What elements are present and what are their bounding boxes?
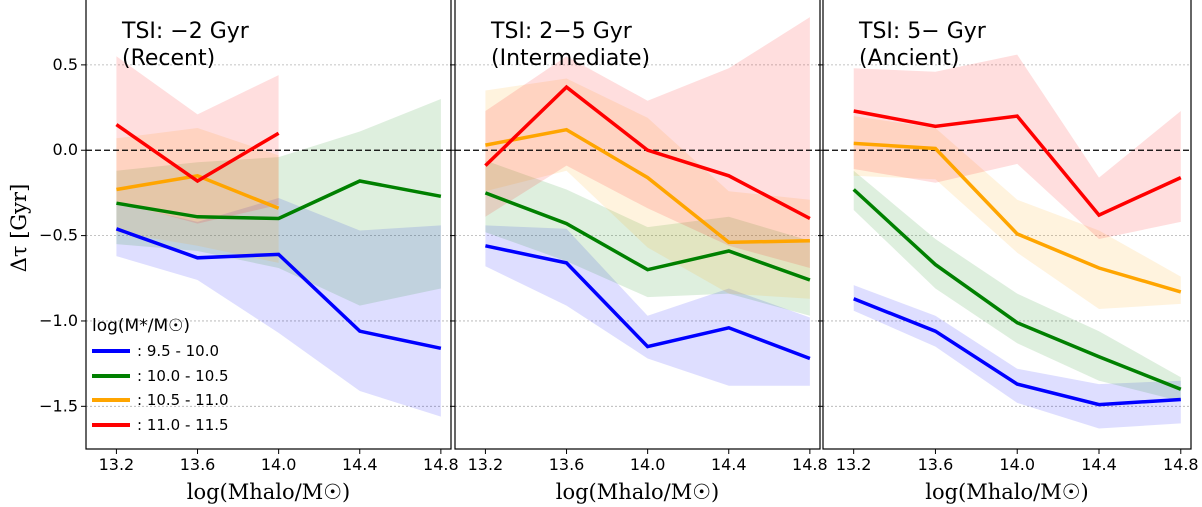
panel-frame xyxy=(454,0,821,450)
panel-1: 13.2 13.6 14.0 14.4 14.8 −1.5 −1.0 −0.5 0.0 0.5 TS… xyxy=(39,0,459,504)
x-tick-label: 14.4 xyxy=(342,455,378,474)
plot-area xyxy=(455,17,820,386)
legend-entry: : 10.0 - 10.5 xyxy=(92,367,229,385)
x-tick-label: 14.8 xyxy=(1163,455,1199,474)
panel-title-line2: (Ancient) xyxy=(859,46,959,71)
y-tick-label: 0.5 xyxy=(53,55,78,74)
series-band xyxy=(116,198,441,417)
x-axis-label: log(Mhalo/M☉) xyxy=(187,480,351,504)
legend-label: : 10.0 - 10.5 xyxy=(137,367,229,385)
legend: log(M*/M☉) : 9.5 - 10.0 : 10.0 - 10.5 : … xyxy=(92,316,229,434)
y-tick-label: −1.5 xyxy=(39,396,78,415)
x-tick-label: 14.8 xyxy=(792,455,828,474)
panel-title-line2: (Recent) xyxy=(122,46,215,71)
series-line xyxy=(485,127,810,245)
series-band xyxy=(853,170,1181,402)
legend-entry: : 10.5 - 11.0 xyxy=(92,391,229,409)
x-tick-label: 14.8 xyxy=(423,455,459,474)
plot-area xyxy=(86,56,451,417)
legend-label: : 10.5 - 11.0 xyxy=(137,391,229,409)
series-band xyxy=(853,285,1181,429)
legend-entry: : 11.0 - 11.5 xyxy=(92,416,229,434)
series-line xyxy=(485,244,811,361)
legend-title: log(M*/M☉) xyxy=(92,316,190,336)
panel-3: 13.2 13.6 14.0 14.4 14.8 TSI: 5− Gyr(Ancient)… xyxy=(818,0,1199,504)
plot-area xyxy=(823,54,1191,429)
y-tick-label: −0.5 xyxy=(39,226,78,245)
x-tick-label: 13.6 xyxy=(180,455,216,474)
series-band xyxy=(853,116,1181,309)
panel-frame xyxy=(85,0,452,450)
series-band xyxy=(485,225,810,386)
legend-label: : 11.0 - 11.5 xyxy=(137,416,229,434)
panel-title-line2: (Intermediate) xyxy=(491,46,650,71)
x-tick-label: 14.4 xyxy=(1081,455,1117,474)
x-tick-label: 14.0 xyxy=(999,455,1035,474)
x-tick-label: 14.4 xyxy=(711,455,747,474)
series-line xyxy=(116,179,442,221)
panel-frame xyxy=(822,0,1192,450)
series-line xyxy=(852,188,1182,391)
series-band xyxy=(116,128,279,263)
y-tick-label: 0.0 xyxy=(53,140,78,159)
series-line xyxy=(484,84,811,221)
x-tick-label: 13.2 xyxy=(468,455,504,474)
legend-label: : 9.5 - 10.0 xyxy=(137,342,219,360)
series-line xyxy=(484,191,811,282)
series-line xyxy=(116,173,280,210)
series-line xyxy=(115,123,280,184)
x-tick-label: 13.6 xyxy=(549,455,585,474)
series-line xyxy=(115,227,442,351)
x-axis-label: log(Mhalo/M☉) xyxy=(925,480,1089,504)
series-line xyxy=(853,141,1182,294)
panel-title-line1: TSI: 5− Gyr xyxy=(858,19,987,44)
series-band xyxy=(485,17,810,268)
panels-layer: 13.2 13.6 14.0 14.4 14.8 −1.5 −1.0 −0.5 0.0 0.5 TS… xyxy=(39,0,1199,504)
x-tick-label: 14.0 xyxy=(630,455,666,474)
x-tick-label: 13.2 xyxy=(99,455,135,474)
series-line xyxy=(853,109,1182,218)
x-tick-label: 14.0 xyxy=(261,455,297,474)
series-band xyxy=(485,160,810,316)
x-axis-label: log(Mhalo/M☉) xyxy=(556,480,720,504)
legend-entry: : 9.5 - 10.0 xyxy=(92,342,219,360)
x-tick-label: 13.6 xyxy=(918,455,954,474)
series-band xyxy=(853,54,1181,239)
x-tick-label: 13.2 xyxy=(836,455,872,474)
panel-title-line1: TSI: −2 Gyr xyxy=(121,19,250,44)
y-tick-label: −1.0 xyxy=(39,311,78,330)
panel-title-line1: TSI: 2−5 Gyr xyxy=(490,19,633,44)
panel-2: 13.2 13.6 14.0 14.4 14.8 TSI: 2−5 Gyr(Interme… xyxy=(450,0,828,504)
series-line xyxy=(853,297,1181,407)
y-axis-label: Δτ [Gyr] xyxy=(7,184,31,273)
